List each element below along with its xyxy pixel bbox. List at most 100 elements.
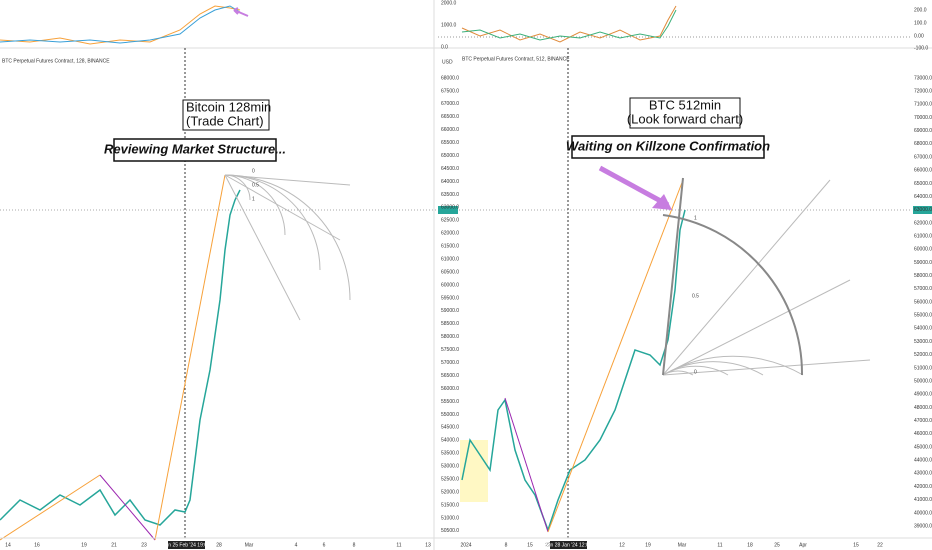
price-axis-label: 47000.0 [914, 418, 932, 424]
price-series [0, 189, 241, 526]
price-axis-label: 43000.0 [914, 471, 932, 477]
price-axis-label: 58000.0 [914, 273, 932, 279]
time-axis-label: 2024 [460, 542, 471, 548]
price-axis-label: 72000.0 [914, 89, 932, 95]
fib-label: 0.5 [692, 293, 699, 299]
time-axis-label: 15 [853, 542, 859, 548]
price-axis-label: 63000.0 [914, 207, 932, 213]
price-axis-label: 59000.0 [441, 308, 459, 314]
time-axis-label: 16 [34, 542, 40, 548]
highlight-zone [460, 440, 488, 502]
price-axis-label: 69000.0 [914, 128, 932, 134]
price-axis-label: 66000.0 [914, 168, 932, 174]
annotation-box [629, 97, 741, 129]
price-axis-label: 40000.0 [914, 510, 932, 516]
fib-fan [662, 179, 871, 376]
price-axis-label: 54000.0 [914, 326, 932, 332]
time-axis-label: 18 [747, 542, 753, 548]
price-axis-label: 51500.0 [441, 502, 459, 508]
price-axis-label: 65000.0 [914, 181, 932, 187]
indicator-line [461, 5, 677, 43]
time-axis-label: 21 [111, 542, 117, 548]
price-axis-label: 39000.0 [914, 523, 932, 529]
price-axis-label: 55000.0 [914, 313, 932, 319]
price-axis-label: 61500.0 [441, 244, 459, 250]
price-axis-label: 59000.0 [914, 260, 932, 266]
time-axis-label: Mar [245, 542, 254, 548]
annotation-subtitle: (Look forward chart) [627, 111, 743, 126]
time-axis-label: Apr [799, 542, 807, 548]
fib-line [662, 177, 684, 376]
price-axis-label: 62000.0 [441, 231, 459, 237]
time-axis-label: 19 [81, 542, 87, 548]
price-axis-label: 54000.0 [441, 438, 459, 444]
time-axis-label: 8 [353, 542, 356, 548]
price-axis-label: 46000.0 [914, 431, 932, 437]
price-axis-label: 65500.0 [441, 140, 459, 146]
price-axis-label: 68000.0 [441, 75, 459, 81]
price-axis-label: 53000.0 [441, 464, 459, 470]
annotation-title: Bitcoin 128min [186, 99, 271, 114]
fib-label: 1 [694, 215, 697, 221]
fib-label: 0 [252, 168, 255, 174]
annotation-title: BTC 512min [649, 97, 721, 112]
fib-label: 0.5 [252, 182, 259, 188]
oscillator-axis-label: 100.0 [914, 20, 927, 26]
fib-fan [224, 174, 351, 321]
price-axis-label: 63500.0 [441, 192, 459, 198]
unit-label: USD [442, 59, 453, 65]
price-axis-label: 59500.0 [441, 295, 459, 301]
price-axis-label: 66000.0 [441, 127, 459, 133]
indicator-line [0, 5, 241, 45]
time-axis-label: 14 [5, 542, 11, 548]
crosshair-time-box [550, 541, 587, 549]
price-axis-label: 57000.0 [441, 360, 459, 366]
price-axis-label: 50500.0 [441, 528, 459, 534]
time-axis-label: Sun 28 Jan '24 12:04 [544, 542, 591, 548]
arrow-head [652, 194, 672, 210]
price-axis-label: 52000.0 [914, 352, 932, 358]
trend-line [99, 474, 156, 541]
time-axis-label: Sun 25 Feb '24 19:00 [162, 542, 210, 548]
annotation-subtitle: (Trade Chart) [186, 113, 264, 128]
price-axis-label: 60500.0 [441, 269, 459, 275]
oscillator-axis-label: 200.0 [914, 7, 927, 13]
price-axis-label: 62500.0 [441, 218, 459, 224]
annotation-box [182, 99, 270, 131]
price-axis-label: 68000.0 [914, 141, 932, 147]
price-axis-label: 52500.0 [441, 476, 459, 482]
oscillator-axis-label: 0.00 [914, 33, 924, 39]
price-axis-label: 42000.0 [914, 484, 932, 490]
price-axis-label: 58000.0 [441, 334, 459, 340]
arrow [233, 7, 249, 17]
trend-line [154, 174, 226, 541]
price-axis-label: 49000.0 [914, 392, 932, 398]
price-tag [913, 206, 932, 214]
callout-box [113, 138, 277, 162]
price-axis-label: 51000.0 [914, 365, 932, 371]
price-axis-label: 50000.0 [914, 378, 932, 384]
price-axis-label: 73000.0 [914, 75, 932, 81]
trend-line [547, 179, 684, 533]
time-axis-label: 25 [774, 542, 780, 548]
price-tag [438, 206, 458, 214]
time-axis-label: 22 [545, 542, 551, 548]
crosshair-time-box [168, 541, 205, 549]
price-axis-label: 53500.0 [441, 451, 459, 457]
price-axis-label: 48000.0 [914, 405, 932, 411]
price-axis-label: 55000.0 [441, 412, 459, 418]
time-axis-label: Mar [678, 542, 687, 548]
trend-line [504, 397, 549, 533]
price-axis-label: 67000.0 [441, 101, 459, 107]
time-axis-label: 19 [645, 542, 651, 548]
price-axis-label: 64500.0 [441, 166, 459, 172]
callout-box [571, 135, 765, 159]
fib-arc [662, 214, 804, 376]
price-axis-label: 60000.0 [441, 282, 459, 288]
callout: Waiting on Killzone Confirmation [566, 138, 770, 153]
price-axis-label: 55500.0 [441, 399, 459, 405]
price-axis-label: 56500.0 [441, 373, 459, 379]
symbol-label: BTC Perpetual Futures Contract, 512, BIN… [462, 56, 570, 62]
callout: Reviewing Market Structure... [104, 141, 286, 156]
indicator-axis-label: 1000.0 [441, 22, 457, 28]
